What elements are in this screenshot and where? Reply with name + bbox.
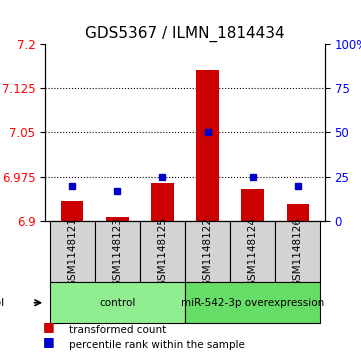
Text: GSM1148126: GSM1148126 xyxy=(293,217,303,287)
FancyBboxPatch shape xyxy=(95,221,140,282)
Text: protocol: protocol xyxy=(0,298,4,308)
FancyBboxPatch shape xyxy=(49,221,95,282)
Bar xyxy=(287,204,309,221)
Bar xyxy=(151,183,174,221)
Bar xyxy=(106,217,129,221)
Text: GSM1148124: GSM1148124 xyxy=(248,217,258,287)
FancyBboxPatch shape xyxy=(185,282,321,323)
Bar xyxy=(196,70,219,221)
Text: miR-542-3p overexpression: miR-542-3p overexpression xyxy=(181,298,324,308)
Bar xyxy=(61,201,83,221)
FancyBboxPatch shape xyxy=(140,221,185,282)
Text: ■: ■ xyxy=(43,320,55,333)
Text: GSM1148125: GSM1148125 xyxy=(157,217,168,287)
Text: transformed count: transformed count xyxy=(69,325,166,335)
Text: GSM1148123: GSM1148123 xyxy=(112,217,122,287)
Text: ■: ■ xyxy=(43,335,55,348)
FancyBboxPatch shape xyxy=(275,221,321,282)
Text: control: control xyxy=(99,298,135,308)
Text: GSM1148121: GSM1148121 xyxy=(67,217,77,287)
Title: GDS5367 / ILMN_1814434: GDS5367 / ILMN_1814434 xyxy=(85,26,285,42)
FancyBboxPatch shape xyxy=(49,282,185,323)
FancyBboxPatch shape xyxy=(230,221,275,282)
Bar xyxy=(242,189,264,221)
Text: percentile rank within the sample: percentile rank within the sample xyxy=(69,340,244,350)
Text: GSM1148122: GSM1148122 xyxy=(203,217,213,287)
FancyBboxPatch shape xyxy=(185,221,230,282)
